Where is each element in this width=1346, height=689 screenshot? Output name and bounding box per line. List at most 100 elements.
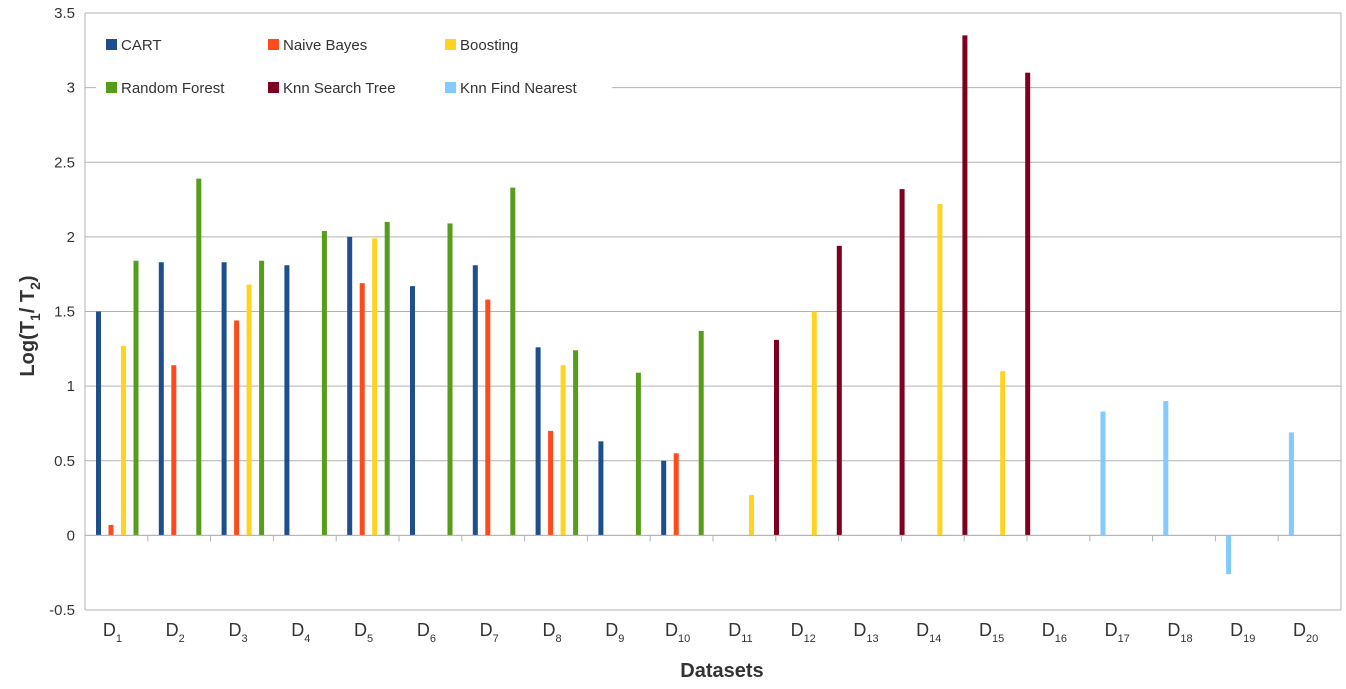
x-category-label: D13 — [853, 620, 878, 645]
legend-swatch — [268, 39, 279, 50]
bar-cart — [598, 441, 604, 536]
legend-label: Boosting — [460, 37, 518, 54]
bar-random-forest — [133, 260, 139, 536]
bar-cart — [472, 265, 478, 536]
x-category-label: D8 — [542, 620, 561, 645]
x-category-label: D20 — [1293, 620, 1318, 645]
x-category-label: D3 — [228, 620, 247, 645]
legend-swatch — [445, 82, 456, 93]
bar-cart — [535, 347, 541, 536]
bar-naive-bayes — [485, 299, 491, 536]
legend: CART Naive Bayes Boosting Random Forest Knn … — [96, 30, 612, 112]
y-tick-label: 2.5 — [54, 154, 75, 171]
bar-naive-bayes — [108, 524, 114, 536]
legend-label: Knn Search Tree — [283, 80, 396, 97]
bar-boosting — [246, 284, 252, 536]
y-axis-title: Log(T1/ T2) — [17, 275, 43, 376]
x-axis-title: Datasets — [680, 660, 763, 682]
x-category-labels: D1 D2 D3 D4 D5 D6 D7 D8 D9 D10 D11 D12 D13 D14 D15 D16 D… — [103, 620, 1318, 645]
x-category-label: D12 — [791, 620, 816, 645]
y-tick-label: 3 — [67, 80, 75, 97]
bar-knn-search-tree — [1025, 72, 1031, 536]
x-category-label: D5 — [354, 620, 373, 645]
y-tick-label: -0.5 — [49, 602, 75, 619]
bar-random-forest — [573, 350, 579, 536]
bar-random-forest — [447, 223, 453, 536]
bars-group — [96, 35, 1294, 575]
bar-random-forest — [196, 178, 202, 536]
y-tick-label: 1.5 — [54, 304, 75, 321]
bar-naive-bayes — [548, 430, 554, 536]
y-tick-label: 1 — [67, 378, 75, 395]
legend-label: Knn Find Nearest — [460, 80, 578, 97]
bar-knn-search-tree — [899, 189, 905, 536]
x-category-label: D7 — [480, 620, 499, 645]
x-category-label: D16 — [1042, 620, 1067, 645]
bar-cart — [96, 311, 101, 536]
bar-cart — [347, 236, 353, 536]
legend-swatch — [106, 39, 117, 50]
y-tick-label: 0.5 — [54, 453, 75, 470]
bar-naive-bayes — [673, 453, 679, 536]
bar-boosting — [121, 345, 126, 536]
x-category-label: D11 — [728, 620, 752, 645]
y-axis-title-sub2: 2 — [27, 282, 43, 290]
legend-background — [96, 30, 612, 112]
legend-swatch — [445, 39, 456, 50]
bar-random-forest — [321, 230, 327, 536]
x-category-label: D2 — [166, 620, 185, 645]
bar-random-forest — [384, 221, 390, 536]
y-tick-labels: -0.5 0 0.5 1 1.5 2 2.5 3 3.5 — [49, 5, 75, 619]
legend-swatch — [106, 82, 117, 93]
bar-knn-find-nearest — [1100, 411, 1106, 536]
y-axis-title-sub1: 1 — [27, 313, 43, 321]
bar-naive-bayes — [359, 283, 365, 536]
x-category-label: D15 — [979, 620, 1004, 645]
x-category-label: D10 — [665, 620, 690, 645]
y-axis-title-mid: / T — [17, 290, 39, 313]
x-category-label: D6 — [417, 620, 436, 645]
bar-random-forest — [698, 330, 704, 536]
legend-label: Random Forest — [121, 80, 225, 97]
x-category-label: D19 — [1230, 620, 1255, 645]
bar-cart — [661, 460, 667, 536]
bar-knn-find-nearest — [1226, 535, 1232, 575]
axes-group — [84, 13, 1342, 610]
bar-boosting — [560, 365, 566, 536]
y-tick-label: 0 — [67, 527, 75, 544]
x-category-label: D18 — [1167, 620, 1192, 645]
bar-boosting — [1000, 371, 1006, 536]
y-axis-title-suffix: ) — [17, 275, 39, 282]
bar-naive-bayes — [234, 320, 240, 536]
bar-boosting — [937, 204, 943, 536]
bar-boosting — [749, 495, 754, 536]
bar-boosting — [811, 311, 817, 536]
bar-boosting — [372, 238, 378, 536]
legend-swatch — [268, 82, 279, 93]
y-tick-label: 2 — [67, 229, 75, 246]
x-category-label: D9 — [605, 620, 624, 645]
y-axis-title-prefix: Log(T — [17, 321, 39, 377]
y-tick-label: 3.5 — [54, 5, 75, 22]
bar-naive-bayes — [171, 365, 177, 536]
legend-label: Naive Bayes — [283, 37, 367, 54]
bar-knn-find-nearest — [1163, 401, 1169, 536]
legend-label: CART — [121, 37, 162, 54]
bar-random-forest — [259, 260, 265, 536]
x-category-label: D17 — [1105, 620, 1130, 645]
bar-cart — [158, 262, 164, 536]
x-category-label: D1 — [103, 620, 122, 645]
x-category-label: D14 — [916, 620, 941, 645]
bar-cart — [221, 262, 227, 536]
bar-knn-search-tree — [836, 245, 842, 536]
x-category-label: D4 — [291, 620, 310, 645]
bar-knn-find-nearest — [1288, 432, 1294, 536]
bar-knn-search-tree — [962, 35, 968, 536]
bar-cart — [410, 286, 415, 536]
bar-cart — [284, 265, 290, 536]
bar-random-forest — [635, 372, 641, 536]
bar-random-forest — [510, 187, 516, 536]
bar-knn-search-tree — [774, 339, 779, 536]
